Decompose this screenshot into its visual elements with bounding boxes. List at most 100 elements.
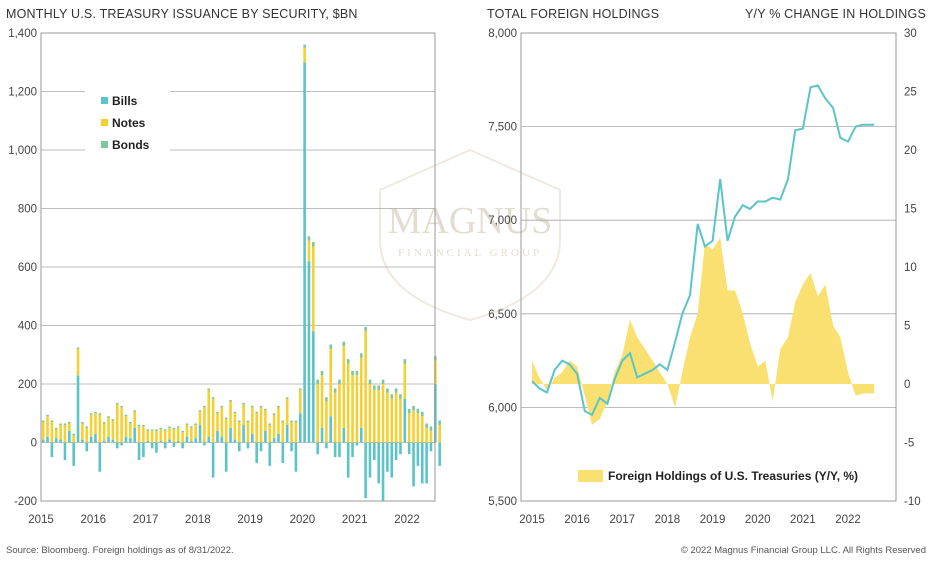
bill-bar xyxy=(420,442,424,484)
bond-bar xyxy=(155,429,158,431)
bond-bar xyxy=(168,426,171,428)
note-bar xyxy=(251,407,254,434)
right-right-y-tick-label: 10 xyxy=(904,262,917,274)
bill-bar xyxy=(351,442,354,458)
note-bar xyxy=(72,435,75,443)
bill-bar xyxy=(163,442,167,449)
bill-bar xyxy=(172,442,176,447)
note-bar xyxy=(364,331,367,443)
right-right-y-tick-label: 15 xyxy=(904,204,917,216)
bill-bar xyxy=(333,442,337,458)
bond-bar xyxy=(85,426,89,428)
note-bar xyxy=(207,389,211,437)
note-bar xyxy=(268,424,272,443)
note-bar xyxy=(224,419,228,443)
note-bar xyxy=(59,424,62,440)
bond-bar xyxy=(285,397,289,399)
bond-bar xyxy=(207,388,211,390)
note-bar xyxy=(76,348,80,376)
total-holdings-line xyxy=(531,84,875,417)
bill-bar xyxy=(176,441,180,443)
bond-bar xyxy=(133,410,136,412)
note-bar xyxy=(115,404,119,443)
bill-bar xyxy=(124,436,128,443)
bill-bar xyxy=(259,442,263,452)
bill-bar xyxy=(159,441,163,443)
bond-bar xyxy=(163,429,167,431)
note-bar xyxy=(338,384,341,443)
note-bar xyxy=(133,411,136,428)
left-y-tick-label: 600 xyxy=(18,262,37,274)
right-left-y-tick-label: 7,500 xyxy=(488,122,517,134)
bill-bar xyxy=(81,439,84,443)
note-bar xyxy=(98,414,102,443)
note-bar xyxy=(281,422,285,443)
right-right-y-tick-label: -10 xyxy=(904,496,921,508)
bond-bar xyxy=(373,385,376,390)
bill-bar xyxy=(303,62,306,443)
right-chart-right-y-axis: -10 -5 0 5 10 15 20 25 30 xyxy=(904,28,921,508)
bill-bar xyxy=(329,416,333,443)
bond-bar xyxy=(124,414,128,417)
note-bar xyxy=(81,423,84,440)
bond-bar xyxy=(72,433,75,436)
bond-bar xyxy=(181,430,184,433)
right-right-y-tick-label: 20 xyxy=(904,145,917,157)
left-y-tick-label: -200 xyxy=(14,496,37,508)
bond-bar xyxy=(307,236,311,241)
right-chart-title-right: Y/Y % CHANGE IN HOLDINGS xyxy=(745,7,926,21)
bill-bar xyxy=(59,439,62,443)
right-left-y-tick-label: 6,000 xyxy=(488,402,517,414)
right-right-y-tick-label: 30 xyxy=(904,28,917,40)
left-chart-title: MONTHLY U.S. TREASURY ISSUANCE BY SECURI… xyxy=(6,7,358,21)
legend-swatch-yoy xyxy=(578,470,603,482)
bill-bar xyxy=(50,442,54,458)
bond-bar xyxy=(216,411,219,414)
left-x-tick-label: 2022 xyxy=(394,514,420,526)
bill-bar xyxy=(272,438,276,443)
bill-bar xyxy=(41,439,45,443)
note-bar xyxy=(277,407,280,434)
note-bar xyxy=(181,432,184,443)
note-bar xyxy=(373,389,376,443)
bond-bar xyxy=(190,426,193,428)
copyright-note: © 2022 Magnus Financial Group LLC. All R… xyxy=(681,545,926,556)
bill-bar xyxy=(63,442,67,461)
bill-bar xyxy=(207,436,211,443)
note-bar xyxy=(386,392,389,443)
bond-bar xyxy=(194,423,197,425)
bond-bar xyxy=(211,397,215,399)
note-bar xyxy=(394,392,398,443)
bill-bar xyxy=(107,436,110,443)
note-bar xyxy=(68,423,71,431)
left-chart-legend: Bills Notes Bonds xyxy=(85,86,170,152)
right-right-y-tick-label: 5 xyxy=(904,321,910,333)
legend-label-bonds: Bonds xyxy=(112,138,150,152)
note-bar xyxy=(124,416,128,437)
note-bar xyxy=(85,427,89,443)
note-bar xyxy=(163,430,167,443)
bill-bar xyxy=(85,442,89,452)
note-bar xyxy=(403,363,407,399)
legend-swatch-notes xyxy=(101,119,108,126)
bill-bar xyxy=(194,438,197,443)
note-bar xyxy=(298,389,302,414)
note-bar xyxy=(102,423,106,442)
note-bar xyxy=(146,430,150,442)
note-bar xyxy=(159,429,163,442)
note-bar xyxy=(89,414,93,437)
bond-bar xyxy=(290,420,293,423)
bill-bar xyxy=(181,442,184,449)
bond-bar xyxy=(224,417,228,420)
bond-bar xyxy=(329,344,333,349)
bill-bar xyxy=(98,442,102,472)
bond-bar xyxy=(203,405,206,408)
bill-bar xyxy=(390,442,394,478)
bill-bar xyxy=(298,413,302,443)
bond-bar xyxy=(111,419,115,421)
note-bar xyxy=(416,413,420,443)
note-bar xyxy=(438,424,441,443)
bill-bar xyxy=(111,439,115,443)
left-y-tick-label: 1,400 xyxy=(8,28,37,40)
